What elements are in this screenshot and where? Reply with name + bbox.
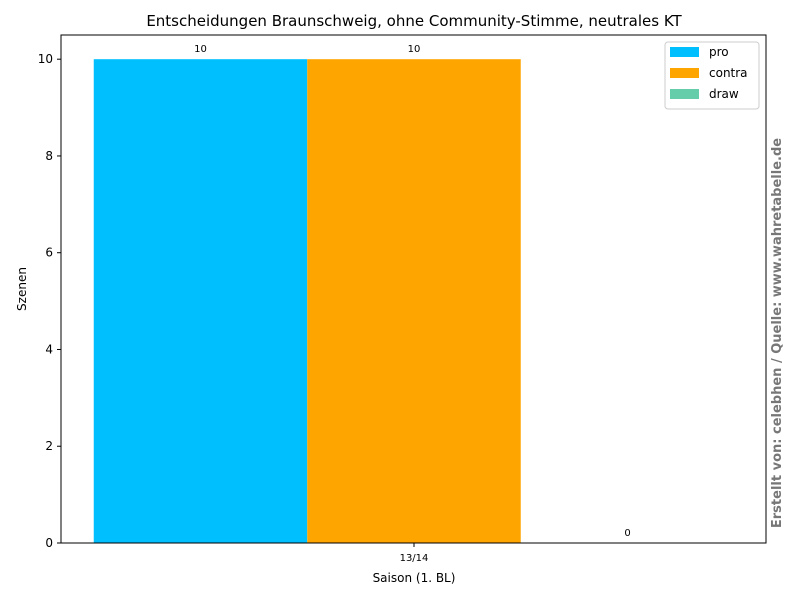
bars-group: [93, 59, 521, 543]
y-tick-label: 2: [45, 439, 53, 453]
x-tick-label: 13/14: [400, 553, 429, 564]
y-tick-label: 6: [45, 246, 53, 260]
y-axis-label: Szenen: [15, 267, 29, 311]
x-axis: 13/14: [400, 543, 429, 564]
bar-value-label-draw: 0: [624, 528, 630, 539]
bar-pro: [93, 59, 308, 543]
legend-label-contra: contra: [709, 66, 748, 80]
credit-text: Erstellt von: celebhen / Quelle: www.wah…: [770, 137, 785, 529]
bar-value-label-pro: 10: [194, 44, 207, 55]
chart-title: Entscheidungen Braunschweig, ohne Commun…: [146, 12, 682, 30]
y-tick-label: 0: [45, 536, 53, 550]
legend-label-draw: draw: [709, 87, 739, 101]
y-tick-label: 10: [38, 52, 53, 66]
y-axis: 0 2 4 6 8 10: [38, 52, 61, 550]
bar-contra: [307, 59, 521, 543]
y-tick-label: 4: [45, 342, 53, 356]
bar-value-label-contra: 10: [408, 44, 421, 55]
bar-labels-group: 10 10 0: [194, 44, 631, 539]
legend-swatch-pro: [670, 47, 699, 57]
legend-swatch-draw: [670, 89, 699, 99]
x-axis-label: Saison (1. BL): [373, 571, 456, 585]
legend-swatch-contra: [670, 68, 699, 78]
legend: pro contra draw: [664, 41, 760, 110]
y-tick-label: 8: [45, 149, 53, 163]
legend-label-pro: pro: [709, 45, 729, 59]
